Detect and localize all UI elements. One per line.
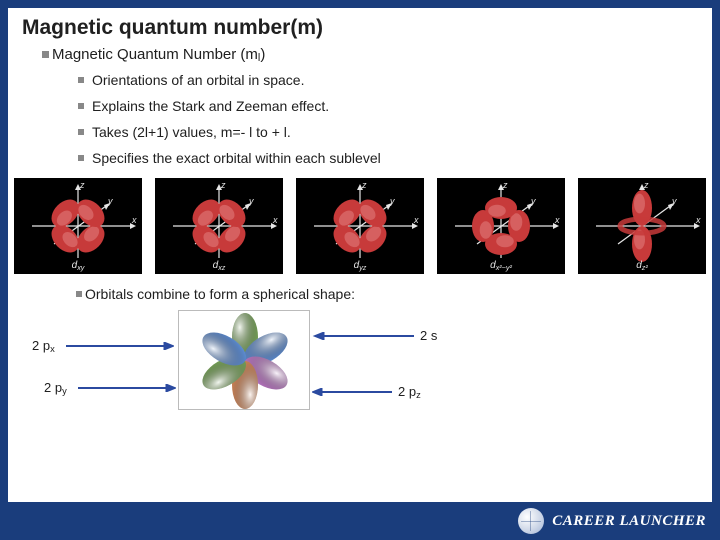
sub-bullet-list: Orientations of an orbital in space. Exp… — [78, 72, 712, 166]
orbital-label: dx²−y² — [490, 260, 512, 272]
orbital-label: dxy — [72, 260, 85, 272]
svg-text:z: z — [220, 180, 226, 190]
bullet-square-icon — [76, 291, 82, 297]
bullet-square-icon — [78, 129, 84, 135]
mid-bullet: Orbitals combine to form a spherical sha… — [76, 286, 712, 302]
svg-text:z: z — [643, 180, 649, 190]
svg-text:y: y — [107, 196, 113, 206]
combined-area: 2 px 2 py 2 s 2 pz — [8, 310, 712, 420]
svg-text:x: x — [131, 215, 137, 225]
orbital-label: dz² — [636, 260, 648, 272]
svg-text:x: x — [272, 215, 278, 225]
sub-bullet-text: Takes (2l+1) values, m=- l to + l. — [92, 124, 291, 140]
svg-text:y: y — [671, 196, 677, 206]
sub-bullet-item: Takes (2l+1) values, m=- l to + l. — [78, 124, 712, 140]
sub-bullet-text: Orientations of an orbital in space. — [92, 72, 304, 88]
content-frame: Magnetic quantum number(m) Magnetic Quan… — [8, 8, 712, 502]
orbital-tile-dx2y2: z x y dx²−y² — [437, 178, 565, 274]
top-bullet-text: Magnetic Quantum Number (ml) — [52, 46, 265, 63]
arrow-2py — [76, 384, 176, 392]
sub-bullet-text: Explains the Stark and Zeeman effect. — [92, 98, 329, 114]
bullet-square-icon — [42, 51, 49, 58]
svg-text:x: x — [695, 215, 701, 225]
orbital-tile-dyz: z x y dyz — [296, 178, 424, 274]
svg-text:z: z — [502, 180, 508, 190]
sub-bullet-item: Explains the Stark and Zeeman effect. — [78, 98, 712, 114]
label-2py: 2 py — [44, 380, 67, 396]
sub-bullet-item: Specifies the exact orbital within each … — [78, 150, 712, 166]
slide-title: Magnetic quantum number(m) — [8, 8, 348, 42]
svg-text:x: x — [413, 215, 419, 225]
top-bullet: Magnetic Quantum Number (ml) — [42, 46, 712, 64]
globe-icon — [518, 508, 544, 534]
arrow-2px — [64, 342, 174, 350]
combined-orbital-svg — [179, 311, 311, 411]
mid-bullet-text: Orbitals combine to form a spherical sha… — [85, 286, 355, 302]
orbital-label: dxz — [213, 260, 226, 272]
bullet-square-icon — [78, 77, 84, 83]
orbital-tile-dxy: z x y dxy — [14, 178, 142, 274]
combined-orbital-image — [178, 310, 310, 410]
orbital-tile-dz2: z x y dz² — [578, 178, 706, 274]
orbital-label: dyz — [354, 260, 367, 272]
svg-text:y: y — [248, 196, 254, 206]
label-2pz: 2 pz — [398, 384, 421, 400]
footer: CAREER LAUNCHER — [0, 502, 720, 540]
footer-brand: CAREER LAUNCHER — [552, 513, 706, 530]
svg-text:y: y — [530, 196, 536, 206]
svg-text:y: y — [389, 196, 395, 206]
arrow-2s — [312, 332, 414, 340]
label-2s: 2 s — [420, 328, 437, 343]
sub-bullet-item: Orientations of an orbital in space. — [78, 72, 712, 88]
sub-bullet-text: Specifies the exact orbital within each … — [92, 150, 381, 166]
bullet-square-icon — [78, 155, 84, 161]
orbital-row: z x y dxy z x y — [8, 176, 712, 274]
footer-logo: CAREER LAUNCHER — [518, 508, 706, 534]
label-2px: 2 px — [32, 338, 55, 354]
orbital-tile-dxz: z x y dxz — [155, 178, 283, 274]
bullet-square-icon — [78, 103, 84, 109]
svg-text:z: z — [79, 180, 85, 190]
svg-text:x: x — [554, 215, 560, 225]
arrow-2pz — [312, 388, 392, 396]
svg-text:z: z — [361, 180, 367, 190]
